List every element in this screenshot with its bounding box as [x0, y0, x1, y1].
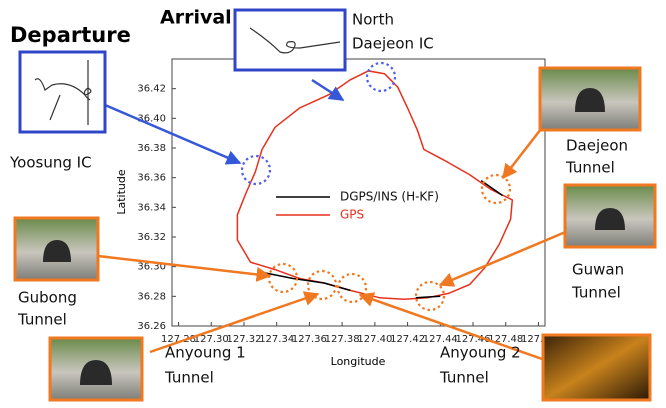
x-tick-label: 127.42	[390, 334, 425, 345]
arrow	[312, 80, 343, 100]
tunnel-photo	[15, 218, 98, 280]
legend-label: DGPS/INS (H-KF)	[340, 190, 439, 204]
annotation: Arrival	[160, 7, 232, 29]
highlight-circle	[367, 63, 395, 91]
annotation: Tunnel	[17, 311, 67, 329]
annotation: Departure	[10, 23, 131, 47]
annotation: Tunnel	[571, 284, 621, 302]
highlight-circle	[482, 175, 510, 203]
annotation: Yoosung IC	[9, 154, 92, 172]
y-tick-label: 36.38	[137, 143, 166, 154]
annotation: North	[352, 11, 394, 29]
legend-label: GPS	[340, 208, 364, 222]
y-tick-label: 36.32	[137, 232, 166, 243]
y-tick-label: 36.42	[137, 84, 166, 95]
annotation: Daejeon IC	[352, 35, 434, 53]
y-tick-label: 36.26	[137, 321, 166, 332]
tunnel-photo	[540, 68, 640, 130]
annotation: Tunnel	[439, 369, 489, 387]
x-tick-label: 127.40	[357, 334, 392, 345]
annotation: Tunnel	[565, 159, 615, 177]
annotation: Tunnel	[164, 369, 214, 387]
inset-map	[20, 52, 105, 132]
figure: 127.28127.30127.32127.34127.36127.38127.…	[0, 0, 666, 408]
tunnel-photo	[543, 335, 650, 400]
annotation: Gubong	[18, 289, 77, 307]
tunnel-photo	[50, 338, 142, 400]
annotation: Anyoung 1	[165, 344, 246, 362]
x-tick-label: 127.34	[259, 334, 294, 345]
arrow	[98, 256, 270, 276]
y-tick-label: 36.28	[137, 291, 166, 302]
x-axis-label: Longitude	[331, 355, 386, 368]
y-tick-label: 36.34	[137, 202, 166, 213]
y-axis-label: Latitude	[115, 169, 128, 215]
annotation: Guwan	[572, 261, 624, 279]
arrow	[440, 228, 575, 285]
tunnel-photo	[565, 185, 655, 247]
x-tick-label: 127.38	[325, 334, 360, 345]
inset-map	[235, 10, 345, 70]
y-tick-label: 36.40	[137, 113, 166, 124]
x-tick-label: 127.36	[292, 334, 327, 345]
annotation: Anyoung 2	[440, 344, 521, 362]
annotation: Daejeon	[566, 137, 628, 155]
y-tick-label: 36.36	[137, 173, 166, 184]
